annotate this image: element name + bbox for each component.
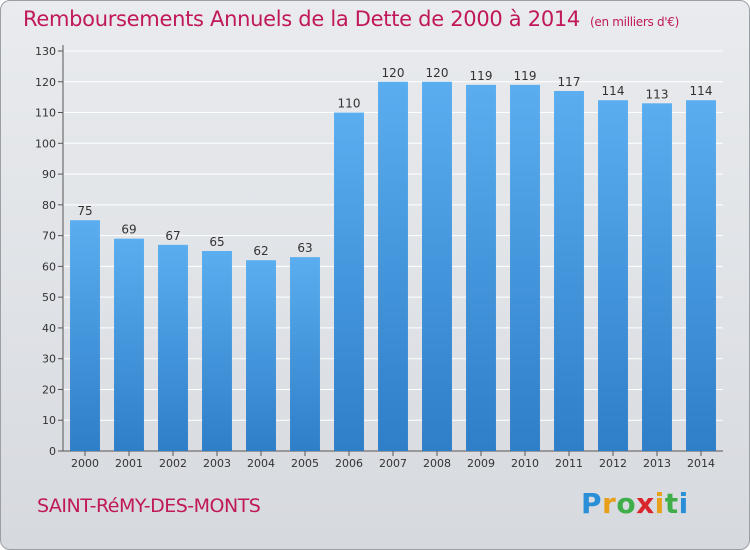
logo-letter: t — [664, 487, 679, 520]
data-label: 119 — [470, 69, 493, 83]
chart-title-text: Remboursements Annuels de la Dette de 20… — [23, 7, 580, 31]
data-label: 113 — [646, 87, 669, 101]
y-tick-label: 130 — [35, 45, 56, 58]
x-tick-label: 2002 — [159, 457, 187, 470]
x-tick-label: 2008 — [423, 457, 451, 470]
data-label: 120 — [382, 66, 405, 80]
bar-2003 — [202, 251, 232, 451]
y-tick-label: 0 — [49, 445, 56, 458]
x-tick-label: 2003 — [203, 457, 231, 470]
x-tick-label: 2011 — [555, 457, 583, 470]
bar-2005 — [290, 257, 320, 451]
bar-2008 — [422, 81, 452, 452]
x-tick-label: 2007 — [379, 457, 407, 470]
x-tick-label: 2009 — [467, 457, 495, 470]
data-label: 67 — [165, 229, 180, 243]
bar-2009 — [466, 84, 496, 451]
bar-2004 — [246, 260, 276, 451]
logo-letter: P — [581, 487, 603, 520]
logo-letter: i — [654, 487, 665, 520]
y-tick-label: 70 — [42, 230, 56, 243]
data-label: 65 — [209, 235, 224, 249]
y-tick-label: 80 — [42, 199, 56, 212]
bar-2000 — [70, 220, 100, 451]
data-label: 110 — [338, 97, 361, 111]
x-tick-label: 2010 — [511, 457, 539, 470]
proxiti-logo[interactable]: Proxiti — [581, 487, 689, 520]
data-label: 119 — [514, 69, 537, 83]
bar-2014 — [686, 100, 716, 451]
x-tick-label: 2006 — [335, 457, 363, 470]
y-tick-label: 30 — [42, 353, 56, 366]
x-tick-label: 2013 — [643, 457, 671, 470]
logo-letter: o — [616, 487, 637, 520]
logo-letter: i — [678, 487, 689, 520]
bar-2011 — [554, 91, 584, 451]
y-tick-label: 120 — [35, 76, 56, 89]
bar-2013 — [642, 103, 672, 452]
y-tick-label: 110 — [35, 107, 56, 120]
data-label: 114 — [602, 84, 625, 98]
chart-subtitle: (en milliers d'€) — [590, 15, 680, 29]
data-label: 62 — [253, 244, 268, 258]
labels: 0 10 20 30 40 50 60 70 80 90 100 110 120 130 2000 75 200… — [35, 45, 715, 470]
data-label: 63 — [297, 241, 312, 255]
x-tick-label: 2014 — [687, 457, 715, 470]
x-tick-label: 2012 — [599, 457, 627, 470]
data-label: 117 — [558, 75, 581, 89]
data-label: 69 — [121, 223, 136, 237]
x-tick-label: 2001 — [115, 457, 143, 470]
y-tick-label: 20 — [42, 383, 56, 396]
bar-2010 — [510, 84, 540, 451]
bar-2006 — [334, 112, 364, 452]
bars — [70, 81, 716, 452]
data-label: 75 — [77, 204, 92, 218]
chart-title: Remboursements Annuels de la Dette de 20… — [23, 7, 679, 31]
x-tick-label: 2004 — [247, 457, 275, 470]
data-label: 114 — [690, 84, 713, 98]
data-label: 120 — [426, 66, 449, 80]
y-tick-label: 50 — [42, 291, 56, 304]
y-tick-label: 90 — [42, 168, 56, 181]
bar-2007 — [378, 81, 408, 452]
bar-2012 — [598, 100, 628, 451]
y-tick-label: 10 — [42, 414, 56, 427]
x-tick-label: 2000 — [71, 457, 99, 470]
bar-2002 — [158, 244, 188, 451]
logo-letter: r — [602, 487, 617, 520]
x-tick-label: 2005 — [291, 457, 319, 470]
y-tick-label: 60 — [42, 260, 56, 273]
y-tick-label: 100 — [35, 137, 56, 150]
y-tick-label: 40 — [42, 322, 56, 335]
logo-letter: x — [636, 487, 655, 520]
bar-2001 — [114, 238, 144, 451]
commune-name: SAINT-RéMY-DES-MONTS — [37, 495, 261, 517]
